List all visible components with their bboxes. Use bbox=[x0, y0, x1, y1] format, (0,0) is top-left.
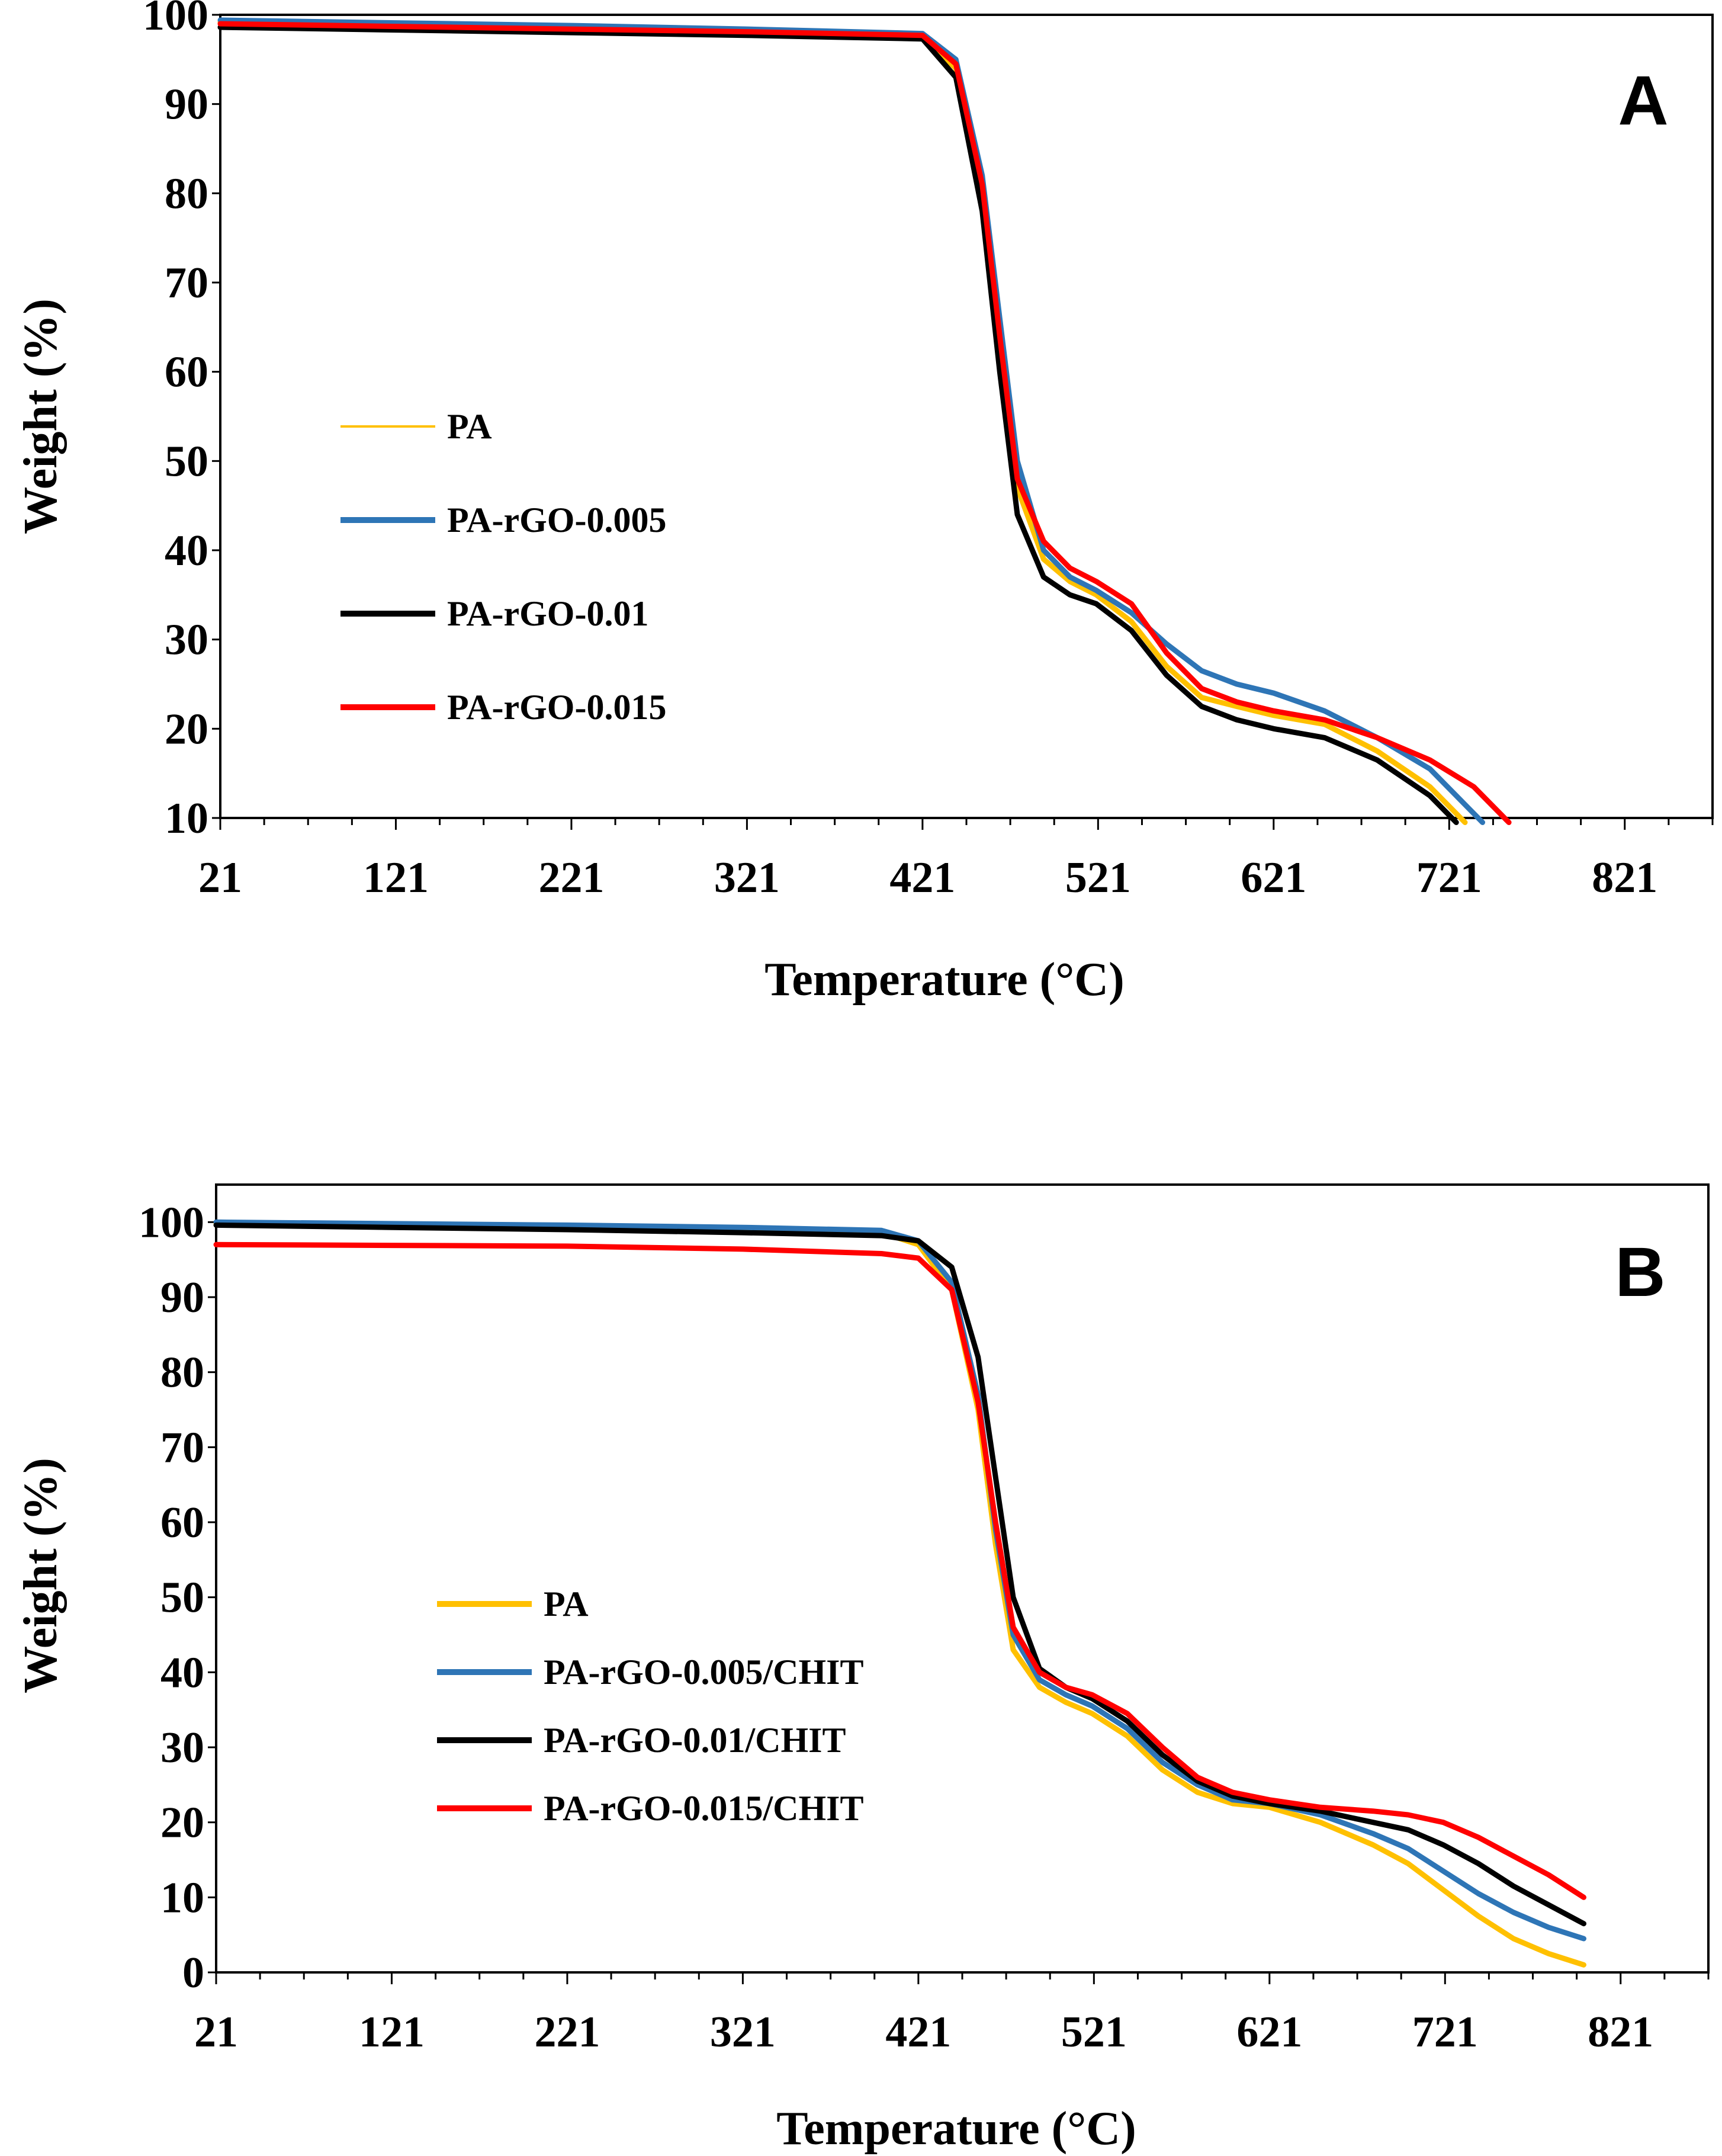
series-line bbox=[217, 21, 1512, 825]
x-axis: 21 121 221 321 421 521 621 721 821 bbox=[198, 818, 1714, 902]
y-tick-label: 20 bbox=[160, 1799, 204, 1847]
y-tick-label: 100 bbox=[143, 0, 208, 40]
y-tick-label: 80 bbox=[160, 1349, 204, 1397]
legend-entry-label: PA bbox=[447, 407, 492, 446]
y-tick-label: 40 bbox=[160, 1648, 204, 1697]
y-tick-label: 90 bbox=[160, 1273, 204, 1322]
y-axis-title: Weight (%) bbox=[15, 1458, 67, 1693]
x-axis: 21 121 221 321 421 521 621 721 821 bbox=[194, 1972, 1710, 2056]
y-tick-label: 70 bbox=[165, 259, 208, 307]
x-tick-label: 121 bbox=[363, 854, 429, 902]
y-tick-label: 50 bbox=[165, 437, 208, 486]
x-tick-label: 521 bbox=[1061, 2008, 1127, 2056]
y-tick-label: 90 bbox=[165, 81, 208, 129]
y-tick-label: 10 bbox=[165, 794, 208, 843]
y-tick-label: 70 bbox=[160, 1423, 204, 1472]
y-tick-label: 50 bbox=[160, 1574, 204, 1622]
x-tick-label: 621 bbox=[1241, 854, 1306, 902]
x-tick-label: 521 bbox=[1065, 854, 1131, 902]
legend-entry-label: PA bbox=[544, 1584, 589, 1624]
x-axis-title: Temperature (°C) bbox=[776, 2103, 1136, 2155]
legend-entry-label: PA-rGO-0.015 bbox=[447, 688, 666, 727]
y-tick-label: 20 bbox=[165, 705, 208, 753]
series-layer bbox=[213, 1219, 1586, 1968]
panel-label: A bbox=[1618, 62, 1668, 140]
chart-panel-a: 10 20 30 40 50 60 70 80 90 100 21 121 221 321 421 521 6… bbox=[15, 0, 1714, 1006]
legend: PA PA-rGO-0.005 PA-rGO-0.01 PA-rGO-0.015 bbox=[340, 407, 666, 727]
x-tick-label: 621 bbox=[1236, 2008, 1302, 2056]
x-tick-label: 721 bbox=[1412, 2008, 1478, 2056]
x-tick-label: 421 bbox=[885, 2008, 951, 2056]
x-tick-label: 321 bbox=[714, 854, 780, 902]
x-tick-label: 21 bbox=[194, 2008, 238, 2056]
y-tick-label: 40 bbox=[165, 527, 208, 575]
x-axis-title: Temperature (°C) bbox=[764, 954, 1124, 1006]
legend-entry-label: PA-rGO-0.01 bbox=[447, 594, 648, 633]
x-tick-label: 821 bbox=[1592, 854, 1657, 902]
series-line bbox=[213, 1241, 1586, 1900]
y-tick-label: 80 bbox=[165, 169, 208, 218]
x-tick-label: 21 bbox=[198, 854, 242, 902]
y-tick-label: 60 bbox=[160, 1499, 204, 1547]
legend: PA PA-rGO-0.005/CHIT PA-rGO-0.01/CHIT PA-rG… bbox=[437, 1584, 864, 1828]
series-line bbox=[213, 1222, 1586, 1927]
series-layer bbox=[217, 17, 1512, 825]
x-tick-label: 421 bbox=[889, 854, 955, 902]
legend-entry-label: PA-rGO-0.015/CHIT bbox=[544, 1789, 864, 1828]
series-line bbox=[213, 1219, 1586, 1942]
series-line bbox=[217, 24, 1459, 825]
x-tick-label: 221 bbox=[538, 854, 604, 902]
y-axis: 0 10 20 30 40 50 60 70 80 90 100 bbox=[139, 1198, 216, 1997]
x-tick-label: 321 bbox=[710, 2008, 776, 2056]
x-tick-label: 821 bbox=[1588, 2008, 1653, 2056]
x-tick-label: 721 bbox=[1416, 854, 1482, 902]
y-tick-label: 100 bbox=[139, 1198, 204, 1247]
x-tick-label: 121 bbox=[359, 2008, 425, 2056]
y-tick-label: 30 bbox=[165, 616, 208, 665]
legend-entry-label: PA-rGO-0.01/CHIT bbox=[544, 1721, 846, 1760]
chart-panel-b: 0 10 20 30 40 50 60 70 80 90 100 21 121 221 321 421 521… bbox=[15, 1183, 1710, 2155]
legend-entry-label: PA-rGO-0.005/CHIT bbox=[544, 1653, 864, 1692]
y-tick-label: 10 bbox=[160, 1873, 204, 1922]
y-tick-label: 30 bbox=[160, 1724, 204, 1772]
panel-label: B bbox=[1615, 1233, 1665, 1311]
y-axis-title: Weight (%) bbox=[15, 299, 67, 534]
y-tick-label: 60 bbox=[165, 348, 208, 397]
x-tick-label: 221 bbox=[534, 2008, 600, 2056]
y-axis: 10 20 30 40 50 60 70 80 90 100 bbox=[143, 0, 220, 843]
legend-entry-label: PA-rGO-0.005 bbox=[447, 500, 666, 540]
y-tick-label: 0 bbox=[182, 1949, 204, 1997]
